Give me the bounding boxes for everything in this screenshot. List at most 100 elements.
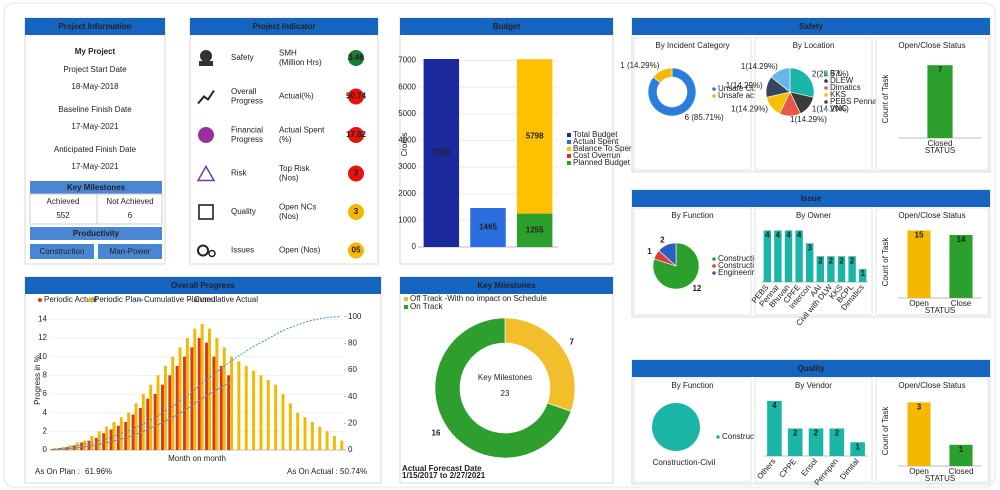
icon: [198, 204, 214, 220]
bar: [274, 384, 278, 450]
data-label: 4: [765, 231, 770, 240]
y-tick-label: 10: [38, 352, 47, 361]
footnote: 1/15/2017 to 2/27/2021: [402, 471, 486, 480]
legend-label: Unsafe Co...: [718, 84, 762, 93]
data-label: 2: [660, 236, 665, 245]
data-label: 2: [835, 429, 840, 438]
chart-title: Open/Close Status: [898, 381, 965, 390]
indicator-name: Risk: [231, 169, 248, 178]
panel-header: [400, 277, 613, 294]
bar: [131, 414, 135, 450]
bar: [907, 230, 931, 298]
bar: [949, 235, 973, 298]
date-label: Baseline Finish Date: [58, 105, 132, 114]
button[interactable]: [98, 244, 162, 259]
data-label: 7063: [432, 148, 450, 157]
section-header: [30, 181, 162, 194]
x-tick-label: Closed: [949, 467, 974, 476]
button-label[interactable]: Man-Power: [110, 247, 151, 256]
legend-swatch: [567, 133, 571, 137]
legend-label: On Track: [410, 302, 443, 311]
pie-slice: [770, 67, 791, 93]
bar: [168, 375, 172, 450]
footer-label: As On Actual :: [287, 467, 338, 476]
project-name: My Project: [75, 47, 116, 56]
chart-title: By Vendor: [795, 381, 832, 390]
y-axis-label: Crores: [400, 132, 409, 156]
cell-value: 552: [56, 211, 70, 220]
icon: [197, 244, 209, 257]
footer-value: 61.96%: [85, 467, 112, 476]
legend-label: Periodic Plan: [94, 295, 141, 304]
panel-header: [400, 18, 613, 35]
chart-title: By Function: [671, 211, 713, 220]
data-label: 2: [814, 429, 819, 438]
y-tick-label: 4000: [398, 136, 416, 145]
date-label: Anticipated Finish Date: [54, 145, 137, 154]
bar: [102, 433, 106, 450]
bar: [266, 380, 270, 450]
bar: [138, 408, 142, 450]
indicator-metric: Actual Spent (%): [279, 126, 327, 144]
data-label: 1(14.29%): [812, 105, 849, 114]
panel-header: [632, 190, 990, 207]
chart-title: Open/Close Status: [898, 41, 965, 50]
panel-header: [190, 18, 378, 35]
legend-label: Actual Spent: [573, 137, 619, 146]
legend-label: KKS: [830, 90, 846, 99]
cell-label: Achieved: [47, 197, 80, 206]
footer-label: As On Plan :: [35, 467, 80, 476]
legend-label: Cumulative Planned: [144, 295, 216, 304]
chart-title: By Location: [793, 41, 835, 50]
indicator-value: 17.82: [346, 130, 367, 139]
center-value: 23: [501, 389, 510, 398]
bar: [219, 366, 223, 450]
data-label: 1255: [526, 225, 544, 234]
legend-label: Dimatics: [830, 83, 861, 92]
bar: [516, 59, 553, 214]
chart-title: By Incident Category: [655, 41, 729, 50]
data-label: 1: [959, 445, 964, 454]
legend-swatch: [824, 79, 828, 83]
bar: [146, 398, 150, 450]
bar: [259, 375, 263, 450]
legend-label: Periodic Actual: [44, 295, 97, 304]
indicator-name: Quality: [231, 207, 256, 216]
bar: [68, 445, 72, 450]
pie-slice: [652, 67, 673, 84]
legend-label: Off Track -With no impact on Schedule: [410, 294, 547, 303]
bar: [215, 338, 219, 450]
button[interactable]: [30, 244, 94, 259]
bar: [109, 429, 113, 450]
y-tick-label: 5000: [398, 109, 416, 118]
y-tick-label: 2000: [398, 189, 416, 198]
y-tick-label: 6: [43, 389, 48, 398]
bar: [222, 347, 226, 450]
button-label[interactable]: Construction: [40, 247, 85, 256]
legend-swatch: [712, 257, 716, 261]
bar: [787, 428, 803, 456]
footnote: Actual Forecast Date: [402, 464, 482, 473]
panel-title: Overall Progress: [171, 281, 236, 290]
y-axis-label: Count of Task: [881, 237, 890, 287]
legend-label: PEBS Pennar: [830, 97, 880, 106]
bar: [281, 394, 285, 450]
bar: [208, 328, 211, 450]
chart-title: Open/Close Status: [898, 211, 965, 220]
date-value: 18-May-2018: [71, 82, 119, 91]
bar: [160, 384, 164, 450]
y2-tick-label: 100: [348, 312, 362, 321]
data-label: 1465: [479, 223, 497, 232]
bar: [816, 256, 825, 282]
date-label: Project Start Date: [63, 65, 127, 74]
y-tick-label: 14: [38, 314, 47, 323]
date-value: 17-May-2021: [71, 122, 119, 131]
bar: [516, 213, 553, 247]
legend-swatch: [404, 297, 408, 301]
center-label: Key Milestones: [478, 373, 532, 382]
data-label: 4: [797, 231, 802, 240]
legend-swatch: [38, 298, 42, 302]
panel: [189, 17, 379, 265]
bar: [190, 347, 194, 450]
bar: [325, 431, 329, 450]
